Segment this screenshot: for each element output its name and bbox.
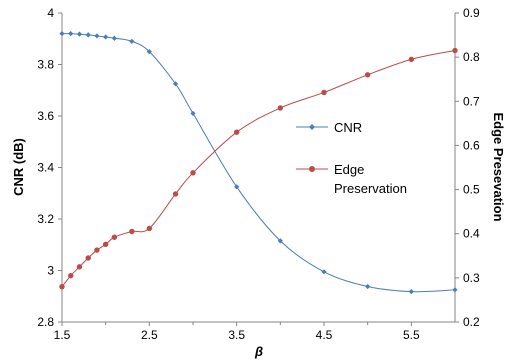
data-point-cnr <box>365 283 371 290</box>
data-point-edge-preservation <box>68 272 74 279</box>
x-tick-label: 1.5 <box>54 328 71 342</box>
data-point-edge-preservation <box>111 234 118 240</box>
legend-marker-edge-preservation <box>309 166 315 172</box>
x-tick-label: 5.5 <box>403 328 420 342</box>
x-tick-label: 3.5 <box>228 328 245 342</box>
data-point-cnr <box>85 32 91 38</box>
data-point-edge-preservation <box>146 225 153 232</box>
data-point-edge-preservation <box>233 129 240 135</box>
y2-tick-label: 0.4 <box>463 227 480 241</box>
data-point-cnr <box>321 269 327 275</box>
legend-label-cnr: CNR <box>334 120 362 135</box>
data-point-edge-preservation <box>452 47 458 54</box>
data-point-edge-preservation <box>172 191 179 197</box>
data-point-cnr <box>234 184 240 190</box>
x-axis-title: β <box>254 344 263 359</box>
data-point-edge-preservation <box>364 72 371 78</box>
y2-tick-label: 0.7 <box>463 94 480 108</box>
data-point-edge-preservation <box>277 105 284 111</box>
data-point-edge-preservation <box>321 89 327 96</box>
data-point-edge-preservation <box>76 264 83 270</box>
y2-tick-label: 0.3 <box>463 271 480 285</box>
legend-item-cnr: CNR <box>296 120 362 135</box>
data-point-edge-preservation <box>190 170 196 176</box>
y-tick-label: 3.6 <box>37 109 54 123</box>
data-point-cnr <box>59 31 65 37</box>
y-tick-label: 2.8 <box>37 315 54 329</box>
data-point-cnr <box>190 110 196 117</box>
data-point-edge-preservation <box>94 247 100 253</box>
axes: 1.5 2.5 3.5 4.5 5.5 2.8 3 3.2 3.4 3.6 3.8 4 0.2 0.3 0.… <box>37 6 480 342</box>
data-point-cnr <box>68 31 74 37</box>
data-point-cnr <box>146 49 152 55</box>
y-tick-label: 3.4 <box>37 161 54 175</box>
y-tick-label: 3.8 <box>37 58 54 72</box>
legend: CNR Edge Preservation <box>296 120 407 196</box>
data-point-edge-preservation <box>408 56 415 63</box>
data-point-edge-preservation <box>129 228 135 235</box>
data-point-cnr <box>129 38 135 44</box>
data-point-cnr <box>76 31 83 37</box>
y2-tick-label: 0.2 <box>463 315 480 329</box>
y-tick-label: 4 <box>47 6 54 20</box>
data-point-edge-preservation <box>102 241 109 248</box>
legend-label-edge-preservation: Edge <box>334 162 364 177</box>
data-point-cnr <box>94 33 100 39</box>
x-tick-label: 4.5 <box>316 328 333 342</box>
y-tick-label: 3 <box>47 264 54 278</box>
legend-item-edge-preservation: Edge Preservation <box>296 162 407 196</box>
data-point-edge-preservation <box>85 255 91 261</box>
data-point-cnr <box>408 289 414 295</box>
data-point-cnr <box>172 81 179 87</box>
y-tick-label: 3.2 <box>37 212 54 226</box>
legend-marker-cnr <box>309 124 315 130</box>
data-point-cnr <box>452 287 458 293</box>
y2-tick-label: 0.9 <box>463 6 480 20</box>
series-layer <box>59 31 458 295</box>
y2-tick-label: 0.5 <box>463 183 480 197</box>
y-axis-title: CNR (dB) <box>11 138 26 196</box>
legend-label-edge-preservation-line2: Preservation <box>334 181 407 196</box>
data-point-cnr <box>111 35 117 41</box>
y2-axis-title: Edge Presevation <box>491 112 506 221</box>
data-point-cnr <box>277 238 283 244</box>
y2-tick-label: 0.6 <box>463 138 480 152</box>
data-point-edge-preservation <box>59 283 65 290</box>
x-tick-label: 2.5 <box>141 328 158 342</box>
y2-tick-label: 0.8 <box>463 50 480 64</box>
data-point-cnr <box>103 34 109 40</box>
